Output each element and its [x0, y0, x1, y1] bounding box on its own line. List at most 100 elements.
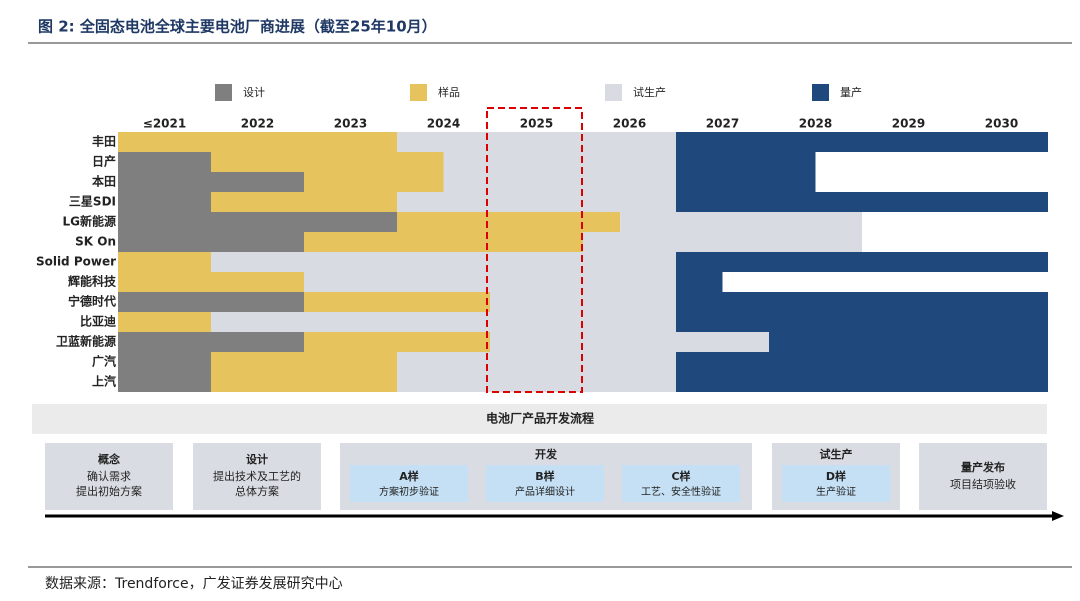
- bar-segment: [118, 232, 304, 252]
- legend-swatch: [215, 84, 232, 101]
- x-tick-label: 2023: [334, 117, 367, 131]
- step-title: A样: [399, 469, 419, 483]
- y-tick-label: 广汽: [92, 354, 116, 369]
- stage-box: [919, 443, 1047, 510]
- x-tick-label: 2027: [706, 117, 739, 131]
- legend-swatch: [605, 84, 622, 101]
- step-title: C样: [671, 469, 690, 483]
- bar-segment: [443, 172, 676, 192]
- y-tick-label: 上汽: [92, 374, 116, 389]
- x-tick-label: 2028: [799, 117, 832, 131]
- bar-segment: [397, 372, 676, 392]
- step-title: B样: [535, 469, 554, 483]
- bar-segment: [304, 292, 490, 312]
- stage-text: 提出初始方案: [76, 484, 142, 498]
- step-title: D样: [826, 469, 846, 483]
- bar-segment: [769, 332, 1048, 352]
- step-text: 产品详细设计: [515, 485, 575, 498]
- bar-segment: [304, 272, 676, 292]
- bar-segment: [118, 152, 211, 172]
- y-tick-label: LG新能源: [63, 214, 117, 229]
- step-text: 生产验证: [816, 485, 856, 498]
- bar-segment: [304, 232, 583, 252]
- bar-segment: [676, 312, 1048, 332]
- legend-swatch: [812, 84, 829, 101]
- stage-text: 总体方案: [235, 484, 279, 498]
- stage-title: 设计: [246, 452, 268, 466]
- stage-text: 提出技术及工艺的: [213, 469, 301, 483]
- stage-text: 项目结项验收: [950, 477, 1016, 491]
- x-tick-label: 2026: [613, 117, 646, 131]
- bar-segment: [676, 352, 1048, 372]
- bar-segment: [118, 212, 397, 232]
- bar-segment: [118, 312, 211, 332]
- bar-segment: [118, 352, 211, 372]
- step-box: [782, 465, 890, 502]
- legend-label: 设计: [243, 86, 265, 99]
- bar-segment: [443, 152, 676, 172]
- figure-title: 图 2: 全固态电池全球主要电池厂商进展（截至25年10月）: [38, 18, 437, 36]
- bar-segment: [118, 192, 211, 212]
- bar-segment: [118, 332, 304, 352]
- source-note: 数据来源：Trendforce，广发证券发展研究中心: [45, 576, 343, 592]
- stage-title: 开发: [535, 447, 558, 461]
- stage-box: [193, 443, 321, 510]
- stage-title: 概念: [98, 452, 121, 466]
- bar-segment: [676, 372, 1048, 392]
- y-tick-label: 辉能科技: [68, 274, 117, 289]
- bar-segment: [118, 252, 211, 272]
- bar-segment: [118, 132, 397, 152]
- bar-segment: [676, 292, 1048, 312]
- step-text: 工艺、安全性验证: [641, 485, 721, 498]
- bar-segment: [397, 192, 676, 212]
- y-tick-label: 卫蓝新能源: [56, 334, 116, 349]
- bar-segment: [118, 292, 304, 312]
- bar-segment: [490, 332, 769, 352]
- legend-label: 样品: [438, 85, 460, 99]
- y-tick-label: 日产: [92, 154, 116, 169]
- x-tick-label: 2025: [520, 117, 553, 131]
- stage-title: 试生产: [820, 447, 853, 461]
- y-tick-label: Solid Power: [36, 255, 116, 269]
- step-box: [622, 465, 740, 502]
- bar-segment: [211, 152, 444, 172]
- y-tick-label: 宁德时代: [68, 294, 116, 309]
- bar-segment: [304, 332, 490, 352]
- legend-label: 试生产: [633, 85, 666, 99]
- bar-segment: [211, 252, 676, 272]
- x-tick-label: 2022: [241, 117, 274, 131]
- legend-swatch: [410, 84, 427, 101]
- bar-segment: [118, 372, 211, 392]
- arrow-head: [1052, 511, 1064, 521]
- bar-segment: [676, 272, 723, 292]
- step-box: [486, 465, 604, 502]
- x-tick-label: 2029: [892, 117, 925, 131]
- y-tick-label: 丰田: [92, 134, 116, 149]
- process-title: 电池厂产品开发流程: [486, 411, 594, 426]
- bar-segment: [304, 172, 444, 192]
- bar-segment: [211, 312, 676, 332]
- highlight-box: [486, 107, 583, 393]
- bar-segment: [583, 232, 862, 252]
- bar-segment: [118, 172, 304, 192]
- stage-title: 量产发布: [961, 460, 1005, 474]
- x-tick-label: ≤2021: [143, 117, 186, 131]
- step-text: 方案初步验证: [379, 485, 439, 498]
- stage-box: [45, 443, 173, 510]
- bar-segment: [676, 152, 816, 172]
- bar-segment: [211, 352, 397, 372]
- bar-segment: [676, 192, 1048, 212]
- y-tick-label: 比亚迪: [80, 314, 116, 329]
- y-tick-label: SK On: [75, 235, 116, 249]
- process-bar: [32, 404, 1047, 434]
- bar-segment: [676, 172, 816, 192]
- bar-segment: [211, 372, 397, 392]
- x-tick-label: 2030: [985, 117, 1018, 131]
- x-tick-label: 2024: [427, 117, 460, 131]
- y-tick-label: 本田: [92, 174, 116, 189]
- bar-segment: [397, 352, 676, 372]
- bar-segment: [620, 212, 862, 232]
- bar-segment: [397, 132, 676, 152]
